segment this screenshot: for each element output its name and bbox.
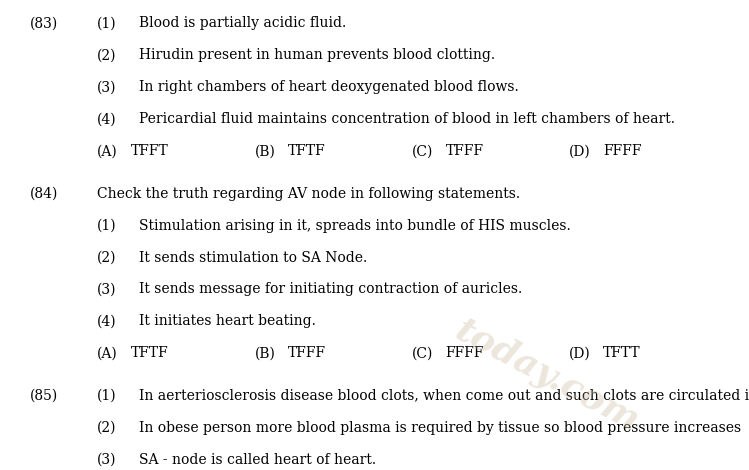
- Text: Check the truth regarding AV node in following statements.: Check the truth regarding AV node in fol…: [97, 187, 521, 201]
- Text: today.com: today.com: [449, 313, 645, 439]
- Text: (1): (1): [97, 389, 117, 403]
- Text: (2): (2): [97, 421, 117, 435]
- Text: (1): (1): [97, 16, 117, 31]
- Text: In right chambers of heart deoxygenated blood flows.: In right chambers of heart deoxygenated …: [139, 80, 518, 94]
- Text: (84): (84): [30, 187, 58, 201]
- Text: In obese person more blood plasma is required by tissue so blood pressure increa: In obese person more blood plasma is req…: [139, 421, 741, 435]
- Text: (3): (3): [97, 453, 117, 467]
- Text: (3): (3): [97, 282, 117, 297]
- Text: It sends stimulation to SA Node.: It sends stimulation to SA Node.: [139, 251, 367, 265]
- Text: SA - node is called heart of heart.: SA - node is called heart of heart.: [139, 453, 376, 467]
- Text: Stimulation arising in it, spreads into bundle of HIS muscles.: Stimulation arising in it, spreads into …: [139, 219, 570, 233]
- Text: (A): (A): [97, 144, 118, 158]
- Text: (B): (B): [255, 144, 276, 158]
- Text: FFFF: FFFF: [603, 144, 641, 158]
- Text: TFFT: TFFT: [131, 144, 169, 158]
- Text: (4): (4): [97, 112, 117, 126]
- Text: TFTT: TFTT: [603, 346, 640, 360]
- Text: It sends message for initiating contraction of auricles.: It sends message for initiating contract…: [139, 282, 522, 297]
- Text: (D): (D): [569, 346, 591, 360]
- Text: TFTF: TFTF: [288, 144, 326, 158]
- Text: TFFF: TFFF: [446, 144, 484, 158]
- Text: Blood is partially acidic fluid.: Blood is partially acidic fluid.: [139, 16, 346, 31]
- Text: TFTF: TFTF: [131, 346, 169, 360]
- Text: In aerteriosclerosis disease blood clots, when come out and such clots are circu: In aerteriosclerosis disease blood clots…: [139, 389, 749, 403]
- Text: Hirudin present in human prevents blood clotting.: Hirudin present in human prevents blood …: [139, 48, 494, 63]
- Text: FFFF: FFFF: [446, 346, 484, 360]
- Text: (2): (2): [97, 251, 117, 265]
- Text: (C): (C): [412, 346, 434, 360]
- Text: (83): (83): [30, 16, 58, 31]
- Text: (4): (4): [97, 314, 117, 329]
- Text: (D): (D): [569, 144, 591, 158]
- Text: (C): (C): [412, 144, 434, 158]
- Text: TFFF: TFFF: [288, 346, 327, 360]
- Text: (85): (85): [30, 389, 58, 403]
- Text: (B): (B): [255, 346, 276, 360]
- Text: (3): (3): [97, 80, 117, 94]
- Text: It initiates heart beating.: It initiates heart beating.: [139, 314, 315, 329]
- Text: (A): (A): [97, 346, 118, 360]
- Text: Pericardial fluid maintains concentration of blood in left chambers of heart.: Pericardial fluid maintains concentratio…: [139, 112, 675, 126]
- Text: (1): (1): [97, 219, 117, 233]
- Text: (2): (2): [97, 48, 117, 63]
